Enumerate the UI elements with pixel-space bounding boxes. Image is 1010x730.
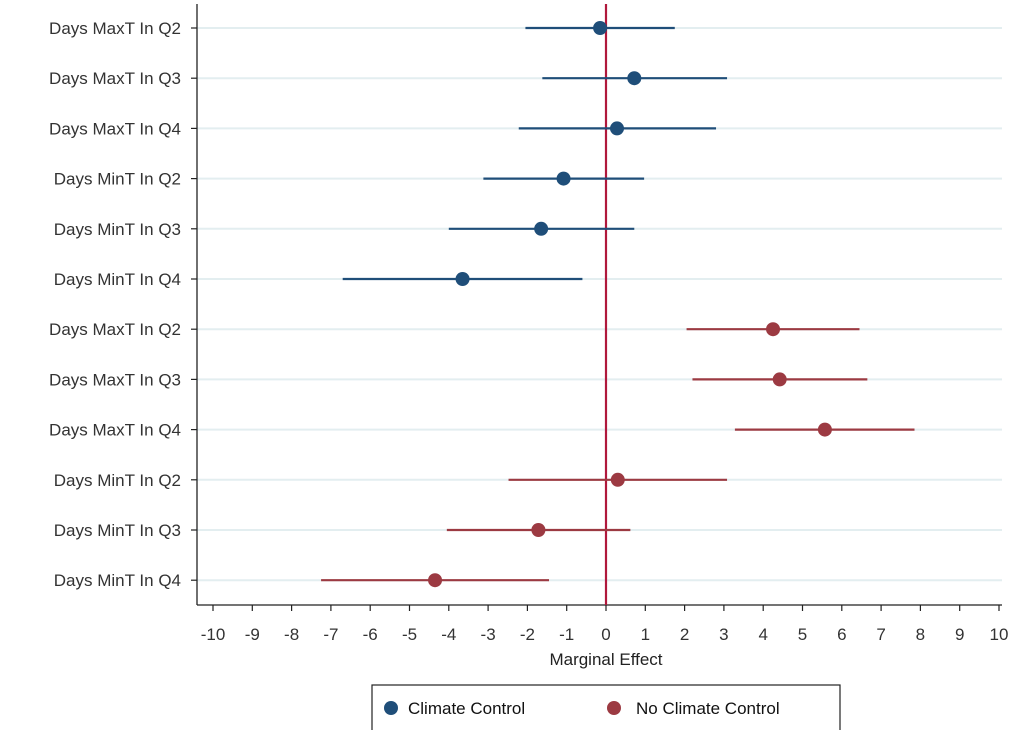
x-tick-label: -4 (441, 625, 456, 644)
point-estimate (593, 21, 608, 35)
x-tick-label: -1 (559, 625, 574, 644)
point-estimate (817, 422, 832, 437)
x-tick-label: -7 (323, 625, 338, 644)
y-tick-label: Days MaxT In Q3 (49, 370, 181, 389)
y-tick-label: Days MaxT In Q4 (49, 421, 181, 440)
y-tick-label: Days MinT In Q2 (54, 170, 181, 189)
y-axis: Days MaxT In Q2 Days MaxT In Q3 Days MaxT … (49, 4, 198, 605)
x-tick-label: -8 (284, 625, 299, 644)
y-tick-label: Days MinT In Q3 (54, 521, 181, 540)
x-tick-label: 9 (955, 625, 964, 644)
legend-marker (607, 701, 621, 715)
x-tick-label: 1 (641, 625, 650, 644)
x-tick-label: -9 (245, 625, 260, 644)
y-tick-label: Days MinT In Q2 (54, 471, 181, 490)
x-tick-label: 7 (876, 625, 885, 644)
legend-label: Climate Control (408, 699, 525, 718)
x-tick-label: 3 (719, 625, 728, 644)
y-tick-label: Days MinT In Q4 (54, 270, 181, 289)
point-estimate (610, 121, 625, 136)
x-tick-label: -3 (481, 625, 496, 644)
x-tick-label: 10 (990, 625, 1009, 644)
x-tick-label: 0 (601, 625, 610, 644)
x-axis: -10 -9 -8 -7 -6 -5 -4 -3 -2 -1 0 1 2 3 4 5 6 7 8 9 10Margina… (197, 604, 1009, 669)
x-tick-label: -2 (520, 625, 535, 644)
x-tick-label: 2 (680, 625, 689, 644)
x-tick-label: -5 (402, 625, 417, 644)
x-tick-label: 4 (758, 625, 767, 644)
y-tick-label: Days MinT In Q4 (54, 571, 181, 590)
y-tick-label: Days MaxT In Q3 (49, 69, 181, 88)
gridlines (197, 27, 1002, 582)
legend-marker (384, 701, 398, 715)
point-estimate (531, 523, 546, 537)
y-tick-label: Days MaxT In Q4 (49, 119, 181, 138)
y-tick-label: Days MinT In Q3 (54, 220, 181, 239)
legend-label: No Climate Control (636, 699, 780, 718)
x-tick-label: 5 (798, 625, 807, 644)
y-tick-label: Days MaxT In Q2 (49, 19, 181, 38)
point-estimate (627, 71, 642, 86)
point-estimate (428, 573, 443, 588)
point-estimate (556, 171, 571, 186)
point-estimate (455, 272, 470, 286)
x-axis-title: Marginal Effect (549, 650, 662, 669)
x-tick-label: -6 (363, 625, 378, 644)
point-estimate (766, 322, 781, 337)
legend-box (371, 684, 841, 730)
y-tick-label: Days MaxT In Q2 (49, 320, 181, 339)
legend: Climate Control No Climate Control (371, 684, 841, 730)
point-estimate (610, 472, 625, 487)
x-tick-label: -10 (201, 625, 226, 644)
point-estimate (534, 221, 549, 236)
point-estimate (772, 372, 787, 387)
x-tick-label: 8 (916, 625, 925, 644)
x-tick-label: 6 (837, 625, 846, 644)
series-layer (321, 21, 915, 588)
